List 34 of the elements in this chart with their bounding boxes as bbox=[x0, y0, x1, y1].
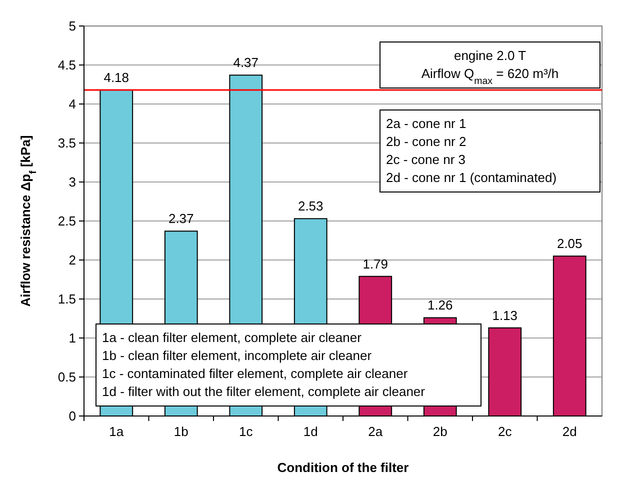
data-label: 4.18 bbox=[104, 70, 130, 85]
x-tick-label: 2b bbox=[432, 424, 448, 439]
data-label: 1.79 bbox=[362, 256, 388, 272]
y-tick-label: 5 bbox=[68, 18, 76, 34]
y-tick-label: 2.5 bbox=[58, 214, 76, 229]
x-tick-label: 1d bbox=[303, 424, 318, 439]
annotation: 2a - cone nr 1 2b - cone nr 2 2c - cone nr 3 2d - cone nr 1 (contaminated) bbox=[386, 116, 557, 185]
x-tick-label: 2c bbox=[498, 424, 512, 439]
data-label: 2.37 bbox=[168, 211, 194, 226]
x-tick-label: 1b bbox=[174, 424, 188, 439]
y-tick-label: 3 bbox=[68, 174, 76, 190]
data-label: 1.13 bbox=[492, 308, 518, 323]
data-label: 2.53 bbox=[298, 198, 324, 214]
x-axis-title: Condition of the filter bbox=[277, 460, 409, 475]
data-label: 1.26 bbox=[427, 298, 453, 313]
y-tick-label: 1 bbox=[68, 330, 76, 346]
text-box: 1a - clean filter element, complete air cleaner 1b - clean filter element, incomplete air cleaner 1c - contaminated filter element, complete air cleaner 1d - filter with out the filter element, complete air cleaner bbox=[96, 324, 482, 406]
y-tick-label: 2 bbox=[68, 252, 76, 268]
text-box: engine 2.0 T Airflow Q$_{max}$ = 620 m³/h bbox=[380, 42, 600, 88]
y-tick-label: 4 bbox=[68, 96, 76, 112]
x-tick-label: 1c bbox=[239, 424, 254, 439]
x-tick-label: 2a bbox=[368, 424, 384, 439]
data-label: 2.05 bbox=[556, 236, 582, 252]
x-tick-label: 2d bbox=[562, 424, 577, 439]
y-tick-label: 3.5 bbox=[58, 136, 76, 151]
x-tick-label: 1a bbox=[109, 424, 124, 439]
data-label: 4.37 bbox=[233, 55, 259, 70]
y-tick-label: 0 bbox=[68, 408, 76, 424]
annotation: 1a - clean filter element, complete air cleaner 1b - clean filter element, incomplete air cleaner 1c - contaminated filter element, complete air cleaner 1d - filter with out the filter element, complete air cleaner bbox=[102, 330, 426, 399]
y-tick-label: 1.5 bbox=[58, 292, 76, 307]
y-tick-label: 4.5 bbox=[58, 58, 76, 73]
annotation: engine 2.0 T Airflow Q$_{max}$ = 620 m³/h bbox=[421, 48, 559, 86]
text-box: 2a - cone nr 1 2b - cone nr 2 2c - cone nr 3 2d - cone nr 1 (contaminated) bbox=[380, 110, 600, 192]
y-tick-label: 0.5 bbox=[58, 370, 76, 385]
